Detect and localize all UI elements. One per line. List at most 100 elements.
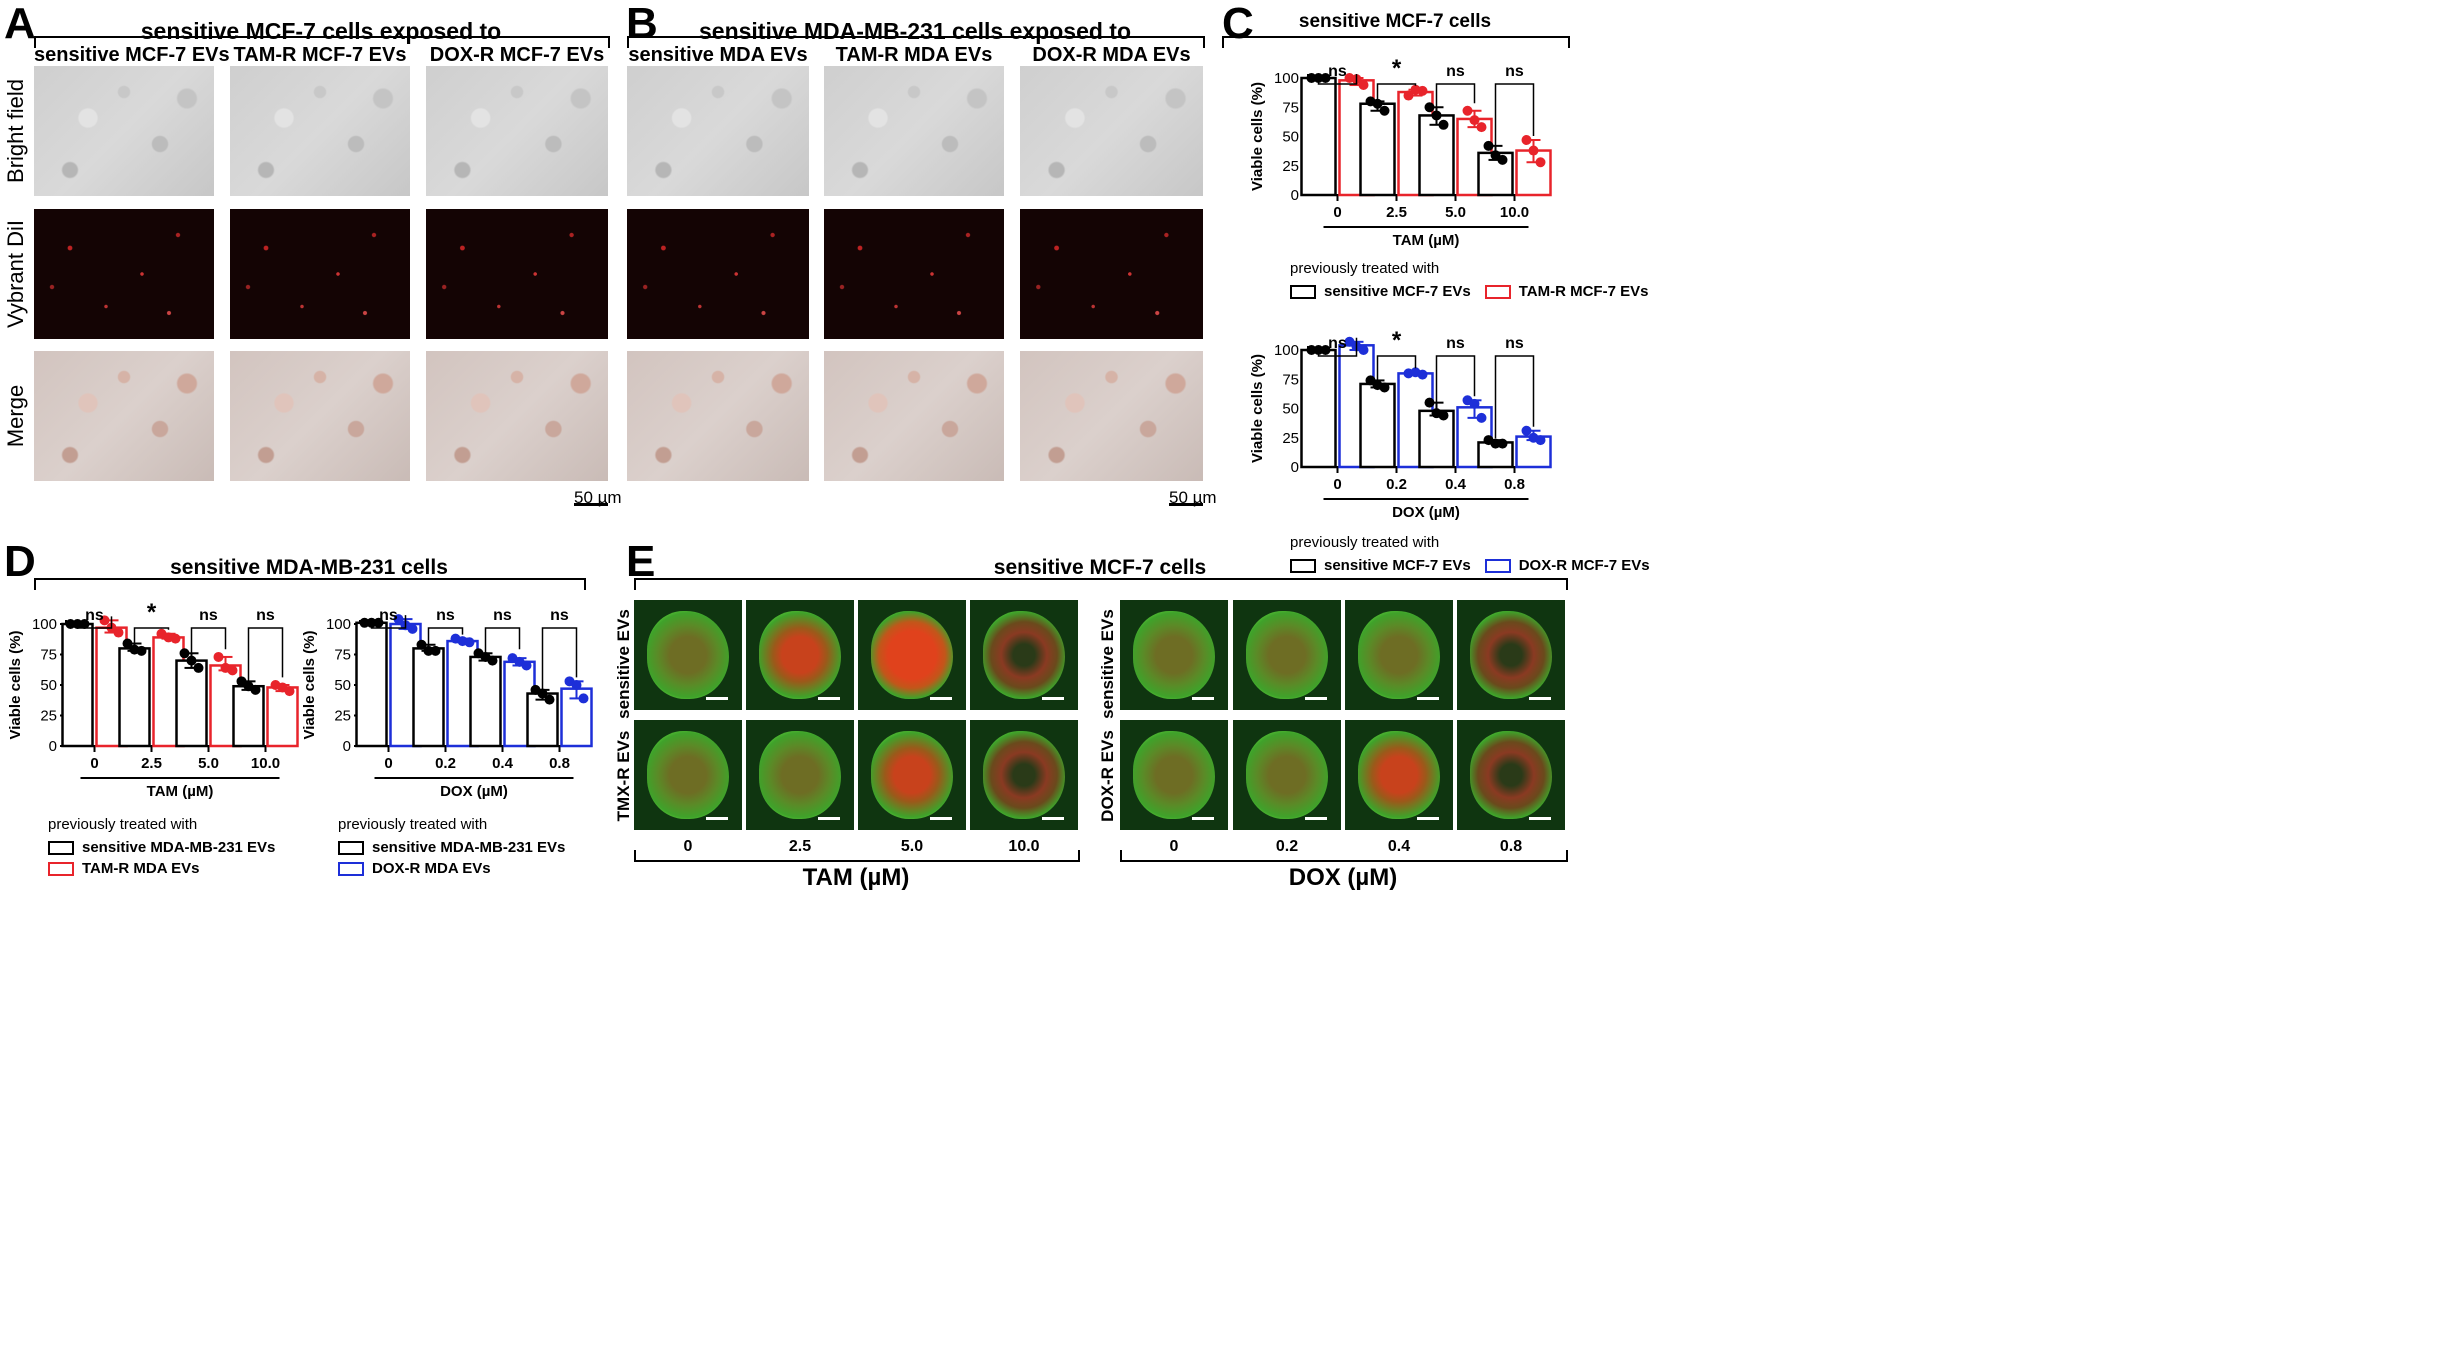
bar [412,647,445,748]
data-point [1358,80,1369,91]
y-tick-label: 50 [40,677,57,694]
panel-b-bracket [627,36,1205,48]
panel-b-col-1: sensitive MDA EVs [628,44,808,66]
row-label-merge: Merge [3,384,28,448]
image-a-dil-3 [426,209,608,339]
panel-e-xlabel-dox: DOX (µM) [1288,864,1398,891]
significance-label: ns [1446,335,1465,352]
y-axis-label: Viable cells (%) [301,631,318,740]
image-b-merge-1 [627,351,809,481]
row-label-vybrant-dil: Vybrant DiI [3,219,28,329]
significance-label: * [147,599,157,626]
data-point [1438,119,1449,130]
y-tick-label: 0 [1291,187,1299,204]
dose-label-tam: 10.0 [1008,838,1040,855]
y-tick-label: 100 [326,616,351,633]
spheroid-tam-sens-2-5 [746,600,854,710]
data-point [179,648,190,659]
chart-svg: 0 25 50 75 100 Viable cells (%) 0 ns 2.5 * 5.0 ns 10… [7,599,299,800]
bar [61,622,94,748]
legend-item-sensitive: sensitive MDA-MB-231 EVs [338,839,565,856]
significance-bracket [1317,337,1358,357]
significance-label: ns [1446,63,1465,80]
data-point [487,655,498,666]
significance-bracket [541,627,578,690]
legend-item-tamr: TAM-R MCF-7 EVs [1484,283,1648,300]
dose-label-dox: 0 [1169,838,1179,855]
image-b-merge-2 [824,351,1004,481]
image-b-bf-3 [1020,66,1203,196]
dose-label-tam: 2.5 [788,838,812,855]
data-point [1521,135,1532,146]
spheroid-dox-sens-0-8 [1457,600,1565,710]
data-point [1306,73,1317,83]
legend-swatch-black [48,840,74,855]
panel-a-col-2: TAM-R MCF-7 EVs [233,44,407,66]
significance-bracket [370,615,407,629]
bar [1359,102,1396,197]
y-axis-label: Viable cells (%) [1249,354,1266,463]
scale-bar-label-a: 50 µm [574,488,622,507]
spheroid-dox-res-0-2 [1233,720,1341,830]
data-point [416,639,427,650]
scale-bar-label-b: 50 µm [1169,488,1217,507]
spheroid-tam-res-5 [858,720,966,830]
legend-item-sensitive: sensitive MCF-7 EVs [1290,283,1471,300]
image-a-merge-2 [230,351,410,481]
data-point [423,645,434,656]
x-tick-label: 0 [1333,204,1341,221]
x-tick-label: 0 [384,755,392,772]
data-point [464,637,475,648]
panel-label-b: B [626,0,658,48]
data-point [393,614,404,625]
data-point [1535,435,1546,446]
panel-label-e: E [626,537,656,586]
data-point [1497,154,1508,165]
spheroid-tam-res-10 [970,720,1078,830]
data-point [1358,345,1369,355]
panel-d-title: sensitive MDA-MB-231 cells [170,556,448,579]
data-point [1497,438,1508,449]
data-point [407,623,418,634]
y-tick-label: 25 [40,708,57,725]
data-point [193,662,204,673]
y-tick-label: 100 [32,616,57,633]
spheroid-dox-res-0-4 [1345,720,1453,830]
significance-label: * [1392,55,1402,82]
y-tick-label: 75 [334,647,351,664]
spheroid-dox-sens-0 [1120,600,1228,710]
panel-e-right-bracket [1120,850,1568,862]
image-b-dil-3 [1020,209,1203,339]
y-tick-label: 25 [334,708,351,725]
legend-swatch-blue [338,861,364,876]
x-axis-label: TAM (µM) [1393,232,1460,249]
legend-swatch-black [338,840,364,855]
data-point [170,633,181,644]
legend-swatch-red [1484,284,1511,299]
legend-label: sensitive MCF-7 EVs [1324,283,1471,300]
significance-bracket [1435,83,1476,112]
significance-bracket [1317,74,1358,85]
data-point [1521,425,1532,436]
data-point [65,619,76,629]
image-a-bf-3 [426,66,608,196]
chart-c-dox: 0 25 50 75 100 Viable cells (%) 0 ns 0.2 * 0.4 ns 0.… [1222,312,1552,527]
data-point [284,686,295,697]
bar [1418,409,1455,469]
row-label-bright-field: Bright field [3,79,28,183]
dose-label-dox: 0.4 [1387,838,1411,855]
significance-bracket [190,627,227,657]
legend-label: DOX-R MCF-7 EVs [1518,557,1650,574]
x-tick-label: 0.4 [492,755,514,772]
row-label-e-right-2: DOX-R EVs [1098,730,1117,822]
legend-d-right: previously treated with sensitive MDA-MB… [338,816,565,881]
dose-label-tam: 5.0 [900,838,924,855]
image-b-merge-3 [1020,351,1203,481]
x-axis-label: DOX (µM) [1392,504,1460,521]
significance-label: ns [436,607,455,624]
significance-bracket [133,627,170,645]
data-point [1490,150,1501,161]
panel-a-title: sensitive MCF-7 cells exposed to [140,18,502,44]
spheroid-tam-res-2-5 [746,720,854,830]
bar [175,659,208,748]
